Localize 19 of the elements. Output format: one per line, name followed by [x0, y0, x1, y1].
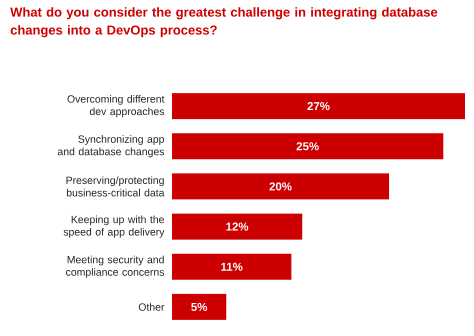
y-tick-label: Synchronizing app and database changes [58, 135, 164, 158]
bar [172, 173, 390, 200]
data-label: 12% [226, 222, 248, 231]
data-label: 27% [307, 102, 330, 110]
y-tick-label: Preserving/protecting business-critical data [66, 176, 164, 196]
data-label: 5% [191, 302, 208, 311]
y-tick-label: Meeting security and compliance concerns [66, 256, 164, 278]
data-label: 25% [296, 142, 319, 150]
y-tick-label: Overcoming different dev approaches [67, 94, 164, 118]
y-tick-label: Other [138, 303, 164, 311]
bar [172, 133, 444, 160]
bar [172, 294, 226, 320]
bar [172, 93, 466, 120]
bar [172, 214, 302, 240]
bar [172, 254, 292, 280]
y-tick-label: Keeping up with the speed of app delivery [64, 215, 164, 238]
chart-title: What do you consider the greatest challenge in integrating database changes into a DevOps process? [10, 7, 438, 38]
data-label: 20% [269, 182, 292, 190]
data-label: 11% [221, 262, 243, 271]
